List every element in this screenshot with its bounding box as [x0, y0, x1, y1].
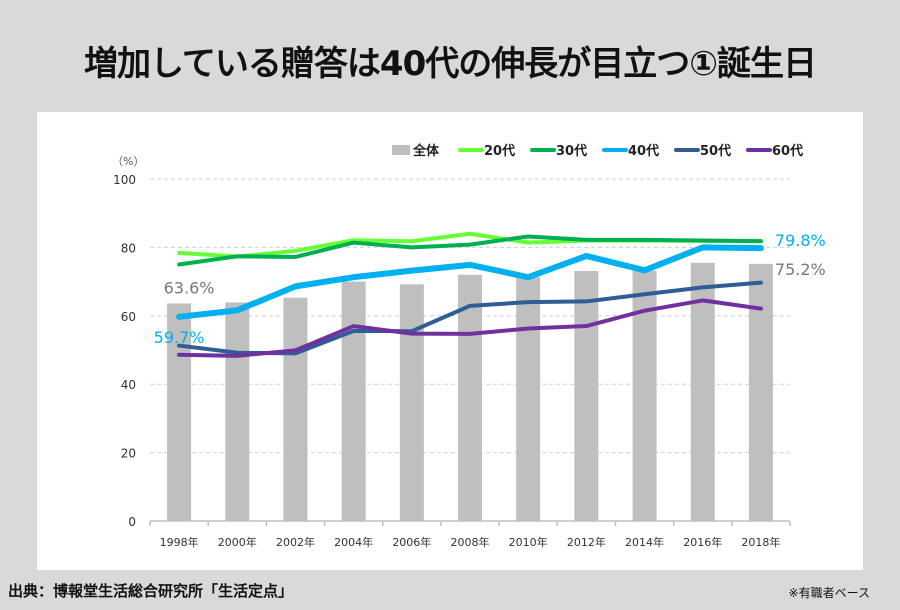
base-note: ※有職者ベース [788, 586, 870, 600]
x-tick-label: 2010年 [509, 535, 548, 549]
legend-swatch-全体 [392, 145, 410, 155]
bar-全体 [399, 284, 424, 521]
line-series-60代 [177, 298, 763, 358]
y-axis-unit: （%） [112, 155, 144, 168]
x-tick-label: 2008年 [451, 535, 490, 549]
y-tick-label: 80 [121, 241, 136, 255]
bar-全体 [283, 297, 308, 521]
chart-panel: 0 20 40 60 80 100 （%） 1998年 2000年 2002年 2004年 2006年… [37, 112, 863, 570]
bar-全体 [516, 277, 541, 521]
bar-全体 [341, 281, 366, 521]
data-label: 75.2% [775, 260, 826, 279]
x-tick-label: 2002年 [276, 535, 315, 549]
x-tick-label: 2016年 [683, 535, 722, 549]
legend-label-30代: 30代 [556, 143, 587, 159]
x-tick-label: 2004年 [334, 535, 373, 549]
chart: 0 20 40 60 80 100 （%） 1998年 2000年 2002年 2004年 2006年… [112, 143, 826, 549]
x-tick-label: 1998年 [160, 535, 199, 549]
bar-全体 [748, 263, 773, 521]
x-tick-label: 2018年 [741, 535, 780, 549]
x-tick-label: 2000年 [218, 535, 257, 549]
legend-label-50代: 50代 [700, 143, 731, 159]
y-tick-label: 40 [121, 378, 136, 392]
legend-label-全体: 全体 [412, 143, 440, 159]
y-tick-label: 60 [121, 310, 136, 324]
bar-全体 [458, 274, 482, 521]
line-series-30代 [177, 234, 763, 267]
source-note: 出典：博報堂生活総合研究所「生活定点」 [8, 582, 294, 600]
data-label: 59.7% [154, 328, 205, 347]
data-label: 63.6% [164, 278, 215, 297]
bar-全体 [690, 262, 715, 521]
legend-label-20代: 20代 [484, 143, 515, 159]
x-tick-label: 2006年 [392, 535, 431, 549]
legend-label-40代: 40代 [628, 143, 659, 159]
y-tick-label: 20 [121, 447, 136, 461]
bar-全体 [167, 303, 192, 521]
x-tick-label: 2012年 [567, 535, 606, 549]
data-label: 79.8% [775, 231, 826, 250]
line-series-40代 [176, 244, 764, 320]
bar-全体 [225, 302, 250, 521]
y-tick-label: 100 [113, 173, 136, 187]
y-tick-label: 0 [128, 515, 136, 529]
x-tick-label: 2014年 [625, 535, 664, 549]
legend-label-60代: 60代 [772, 143, 803, 159]
bar-全体 [574, 270, 599, 521]
page-title: 増加している贈答は40代の伸長が目立つ①誕生日 [83, 44, 817, 84]
